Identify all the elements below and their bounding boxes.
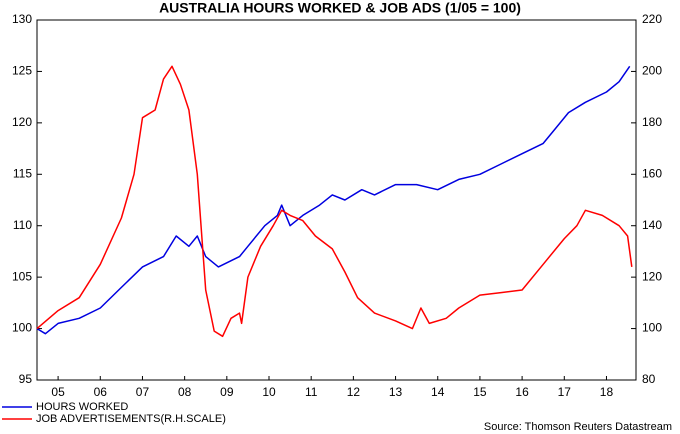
y2-tick-label: 200 [642,64,662,78]
x-tick-label: 12 [347,385,361,399]
y2-tick-label: 140 [642,218,662,232]
y2-tick-label: 220 [642,12,662,26]
x-tick-label: 09 [220,385,234,399]
y2-tick-label: 160 [642,166,662,180]
chart-title: AUSTRALIA HOURS WORKED & JOB ADS (1/05 =… [159,0,521,16]
y2-tick-label: 100 [642,321,662,335]
x-tick-label: 15 [473,385,487,399]
plot-frame [36,19,637,381]
y2-tick-label: 180 [642,115,662,129]
y-tick-label: 110 [13,218,32,232]
legend-label: JOB ADVERTISEMENTS(R.H.SCALE) [36,413,226,425]
x-tick-label: 08 [178,385,192,399]
x-tick-label: 11 [305,385,318,399]
y-tick-label: 95 [19,372,33,386]
y-tick-label: 115 [13,166,32,180]
series-line [36,65,631,335]
y2-tick-label: 120 [642,269,662,283]
x-tick-label: 14 [431,385,445,399]
x-tick-label: 05 [51,385,65,399]
x-tick-label: 06 [94,385,108,399]
y2-tick-label: 80 [642,372,656,386]
y-tick-label: 125 [12,64,32,78]
x-tick-label: 07 [136,385,150,399]
x-tick-label: 16 [515,385,529,399]
y-tick-label: 100 [12,321,32,335]
x-tick-label: 10 [262,385,276,399]
y-tick-label: 130 [12,12,32,26]
series-line [36,65,633,338]
y-tick-label: 105 [12,269,32,283]
x-tick-label: 18 [600,385,614,399]
legend-label: HOURS WORKED [36,401,128,413]
source: Source: Thomson Reuters Datastream [484,421,672,433]
y-tick-label: 120 [12,115,32,129]
x-tick-label: 13 [389,385,403,399]
x-tick-label: 17 [558,385,572,399]
